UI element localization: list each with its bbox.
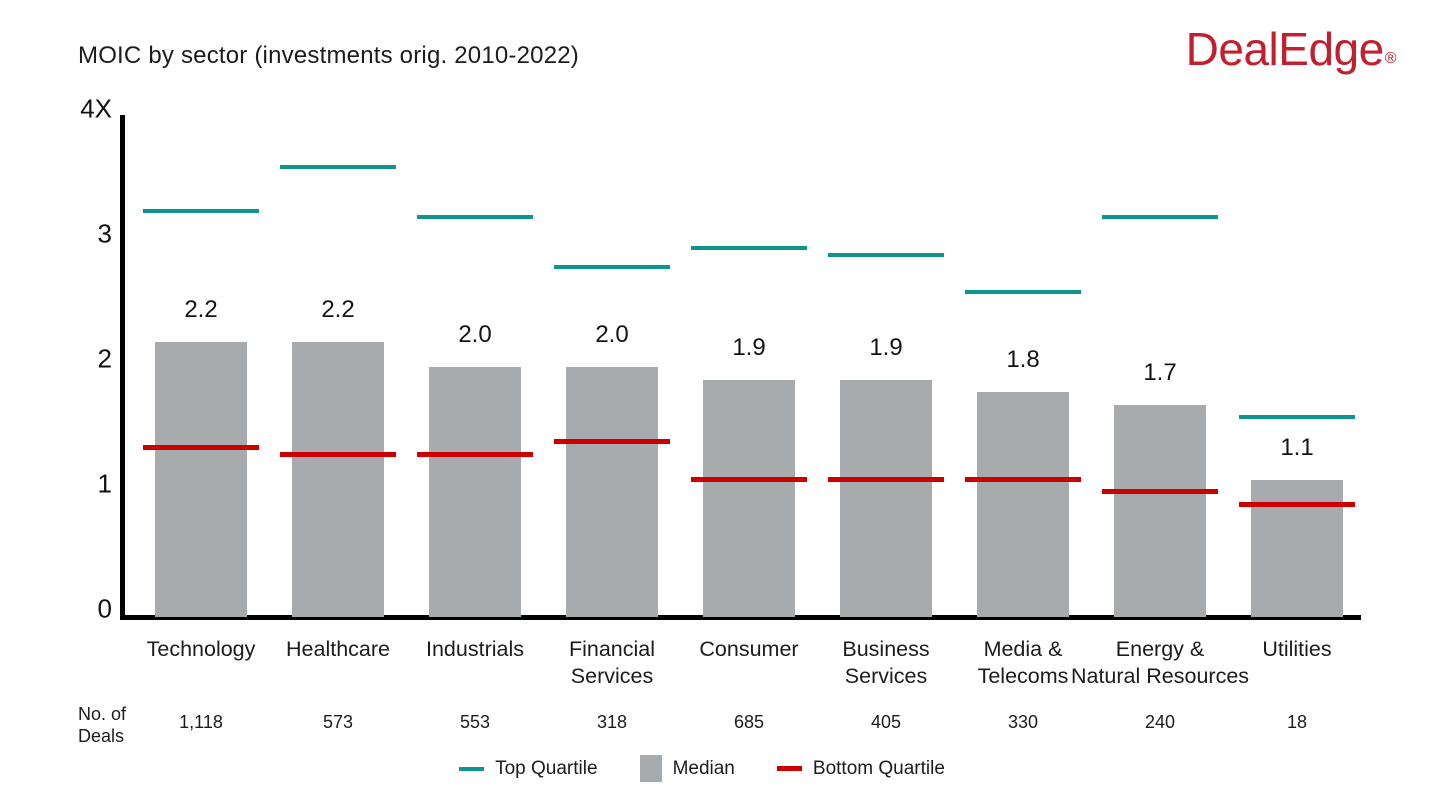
deals-value: 685: [733, 712, 765, 732]
sector-label-line: Services: [844, 664, 928, 688]
x-axis-line: [120, 615, 1361, 620]
median-bar: [840, 379, 932, 617]
legend-label: Median: [672, 757, 735, 779]
legend-bottom-quartile-line: [776, 766, 802, 771]
deals-row-label-line1: No. of: [78, 704, 127, 724]
y-axis-tick-label: 3: [97, 218, 112, 249]
deals-value: 553: [459, 712, 491, 732]
bottom-quartile-line: [280, 451, 396, 457]
dealedge-logo-text: DealEdge: [1185, 23, 1385, 75]
legend-top-quartile-line: [459, 766, 485, 771]
median-value-label: 1.9: [732, 333, 766, 361]
deals-value: 318: [596, 712, 628, 732]
deals-value: 573: [322, 712, 354, 732]
legend-label: Top Quartile: [495, 757, 598, 779]
y-axis-tick-label: 0: [97, 593, 112, 624]
bottom-quartile-line: [143, 445, 259, 451]
median-bar: [292, 342, 384, 617]
bottom-quartile-line: [554, 439, 670, 444]
deals-value: 1,118: [179, 712, 223, 732]
sector-label-line: Telecoms: [977, 664, 1069, 688]
median-value-label: 1.8: [1006, 346, 1040, 373]
legend-item: Bottom Quartile: [776, 757, 945, 780]
legend-median-swatch: [639, 755, 662, 782]
bottom-quartile-line: [417, 451, 533, 457]
deals-value: 18: [1286, 712, 1308, 732]
sector-label: Media & Telecoms: [978, 636, 1069, 690]
bottom-quartile-line: [965, 476, 1081, 482]
legend: Top Quartile Median Bottom Quartile: [0, 755, 1440, 782]
median-bar: [566, 367, 658, 617]
chart-title: MOIC by sector (investments orig. 2010-2…: [78, 42, 579, 69]
sector-label-line: Media &: [983, 637, 1063, 661]
median-bar: [977, 392, 1069, 617]
top-quartile-line: [554, 265, 670, 269]
median-value-label: 2.2: [184, 296, 218, 323]
sector-label-line: Services: [570, 664, 654, 688]
legend-item: Top Quartile: [459, 757, 598, 780]
sector-label-line: Utilities: [1262, 637, 1332, 661]
top-quartile-line: [1102, 215, 1218, 219]
sector-label: Business Services: [842, 636, 929, 690]
sector-label: Consumer: [699, 636, 798, 663]
median-bar: [1251, 479, 1343, 617]
median-value-label: 2.0: [595, 321, 629, 348]
deals-row-label: No. of Deals: [78, 703, 126, 747]
sector-label: Industrials: [426, 636, 524, 663]
median-bar: [1114, 404, 1206, 617]
top-quartile-line: [143, 208, 259, 213]
deals-value: 330: [1007, 712, 1039, 732]
deals-row-label-line2: Deals: [78, 726, 125, 746]
sector-label-line: Technology: [146, 637, 256, 661]
y-axis-tick-label: 1: [97, 468, 112, 499]
top-quartile-line: [691, 246, 807, 251]
sector-label: Financial Services: [569, 636, 655, 690]
top-quartile-line: [417, 215, 533, 219]
median-value-label: 1.9: [869, 333, 903, 361]
sector-label-line: Business: [842, 637, 930, 661]
y-axis-tick-label: 2: [97, 343, 112, 374]
median-bar: [155, 342, 247, 617]
bottom-quartile-line: [1239, 501, 1355, 507]
top-quartile-line: [280, 165, 396, 169]
sector-label: Healthcare: [286, 636, 390, 663]
y-axis-tick-label: 4X: [80, 93, 112, 124]
y-axis-line: [120, 115, 125, 620]
median-value-label: 2.0: [458, 321, 492, 348]
top-quartile-line: [828, 252, 944, 257]
median-value-label: 2.2: [321, 296, 355, 323]
sector-label: Utilities: [1262, 636, 1331, 663]
median-bar: [703, 379, 795, 617]
deals-value: 240: [1144, 712, 1176, 732]
sector-label-line: Financial: [568, 637, 656, 661]
top-quartile-line: [965, 290, 1081, 294]
deals-value: 405: [870, 712, 902, 732]
top-quartile-line: [1239, 415, 1355, 419]
bottom-quartile-line: [828, 476, 944, 482]
bottom-quartile-line: [1102, 489, 1218, 494]
sector-label-line: Natural Resources: [1070, 664, 1250, 688]
sector-label-line: Industrials: [426, 637, 524, 661]
bottom-quartile-line: [691, 476, 807, 482]
legend-label: Bottom Quartile: [812, 757, 945, 779]
median-value-label: 1.7: [1143, 358, 1177, 386]
sector-label-line: Healthcare: [286, 637, 390, 661]
registered-trademark-symbol: ®: [1384, 50, 1397, 67]
median-value-label: 1.1: [1280, 433, 1314, 461]
legend-item: Median: [639, 755, 735, 782]
sector-label: Energy & Natural Resources: [1071, 636, 1249, 690]
dealedge-logo: DealEdge®: [1185, 22, 1397, 76]
sector-label-line: Energy &: [1115, 637, 1205, 661]
median-bar: [429, 367, 521, 617]
sector-label: Technology: [147, 636, 256, 663]
sector-label-line: Consumer: [699, 637, 799, 661]
